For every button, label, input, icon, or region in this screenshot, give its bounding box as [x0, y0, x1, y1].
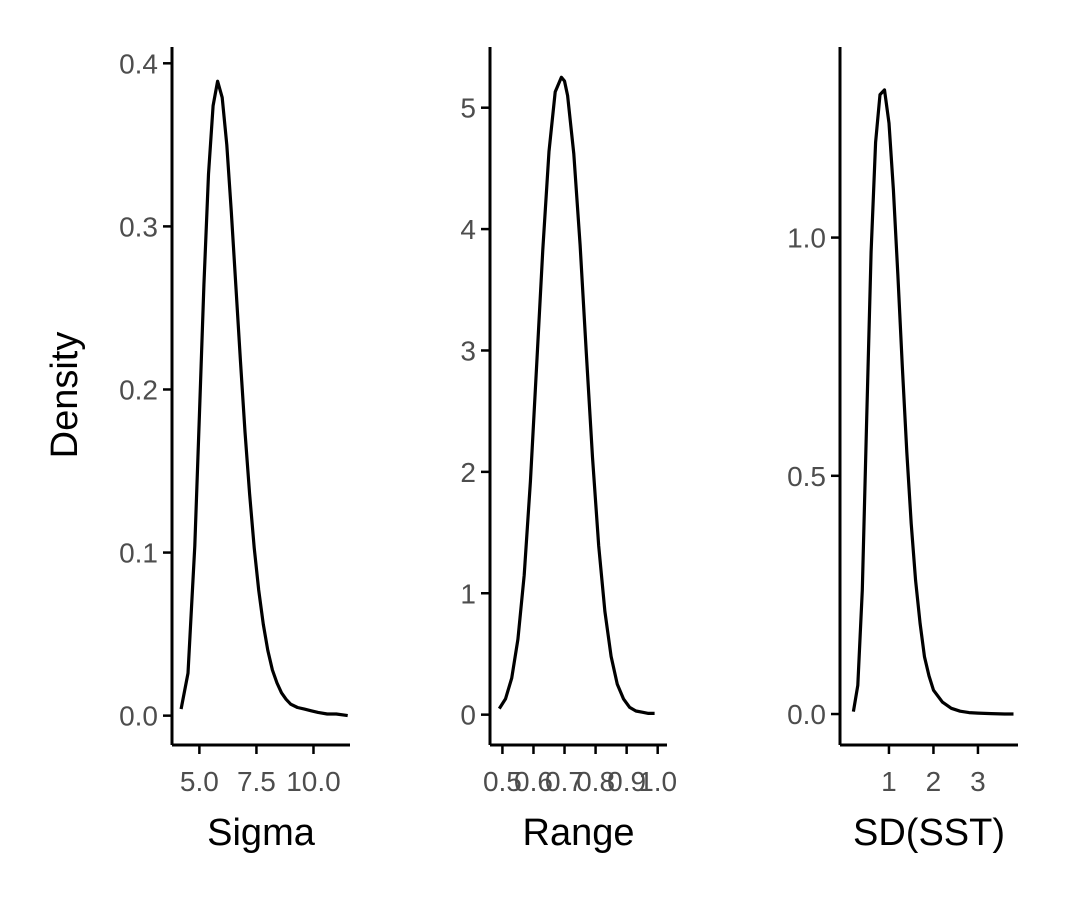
- panel-2-x-tick-label: 0.9: [607, 766, 646, 797]
- panel-2-y-tick-label: 2: [460, 457, 476, 488]
- panel-3-x-tick-label: 3: [970, 766, 986, 797]
- panel-2-x-tick-label: 0.6: [514, 766, 553, 797]
- panel-3-x-axis-title: SD(SST): [853, 812, 1005, 854]
- panel-2-density-line: [497, 75, 655, 716]
- panel-3-x-tick-label: 1: [881, 766, 897, 797]
- panel-2-x-tick-label: 0.7: [545, 766, 584, 797]
- panel-3-y-tick-label: 1.0: [787, 223, 826, 254]
- panel-1-y-tick-label: 0.4: [119, 48, 158, 79]
- panel-2-y-tick-label: 5: [460, 93, 476, 124]
- panel-2-y-tick-label: 1: [460, 578, 476, 609]
- panel-2-y-tick-label: 3: [460, 335, 476, 366]
- panel-1-y-tick-label: 0.3: [119, 211, 158, 242]
- panel-3-x-tick-label: 2: [926, 766, 942, 797]
- panel-1-x-tick-label: 5.0: [180, 766, 219, 797]
- panel-3-density-line: [851, 88, 1014, 716]
- panel-2-y-tick-label: 4: [460, 214, 476, 245]
- panel-2-x-tick-label: 0.8: [576, 766, 615, 797]
- panel-3-y-tick-label: 0.5: [787, 461, 826, 492]
- panel-2-x-axis-title: Range: [523, 812, 635, 854]
- panel-3-y-tick-label: 0.0: [787, 699, 826, 730]
- panel-1-y-tick-label: 0.0: [119, 701, 158, 732]
- panel-2-x-tick-label: 0.5: [483, 766, 522, 797]
- panel-1-x-tick-label: 10.0: [286, 766, 341, 797]
- panel-1-y-tick-label: 0.1: [119, 538, 158, 569]
- panel-2-y-tick-label: 0: [460, 700, 476, 731]
- panel-1-x-axis-title: Sigma: [207, 812, 316, 854]
- panel-2-x-tick-label: 1.0: [638, 766, 677, 797]
- panel-1-y-tick-label: 0.2: [119, 374, 158, 405]
- y-axis-title: Density: [44, 332, 86, 459]
- panel-1-density-line: [179, 79, 348, 718]
- panel-1-x-tick-label: 7.5: [237, 766, 276, 797]
